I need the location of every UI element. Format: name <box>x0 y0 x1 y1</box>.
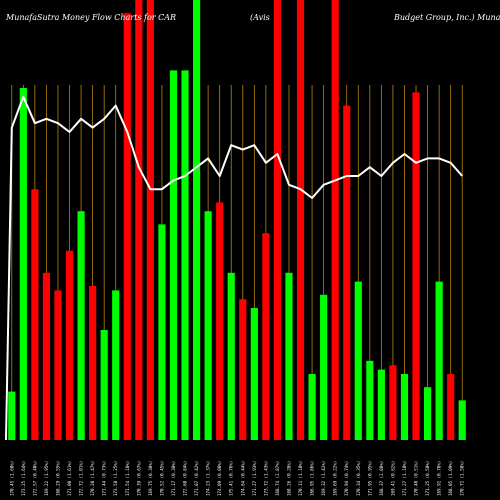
x-tick-label: 168.05 (1.09%) <box>448 461 453 496</box>
x-tick-label: 174.09 (0.08%) <box>217 461 222 496</box>
x-tick-label: 171.25 (0.50%) <box>425 461 430 496</box>
bar <box>343 105 351 440</box>
x-tick-label: 170.20 (1.47%) <box>90 461 95 496</box>
price-line-group <box>5 95 463 441</box>
x-tick-label: 170.94 (0.74%) <box>344 461 349 496</box>
x-tick-label: 172.72 (1.01%) <box>79 461 84 496</box>
x-tick-label: 169.75 (0.38%) <box>148 461 153 496</box>
x-tick-label: 171.44 (0.73%) <box>102 461 107 496</box>
x-tick-label: 171.95 (0.95%) <box>367 461 372 496</box>
x-tick-label: 170.45 (1.60%) <box>9 461 14 496</box>
bar <box>400 374 409 440</box>
bar <box>262 233 270 440</box>
x-tick-label: 168.26 (0.28%) <box>286 461 291 496</box>
bar <box>366 360 374 440</box>
x-tick-label: 171.54 (1.18%) <box>125 461 130 496</box>
bar <box>447 374 455 440</box>
bar <box>308 374 316 440</box>
x-tick-label: 169.91 (0.78%) <box>437 461 442 496</box>
bar <box>123 13 131 440</box>
x-tick-label: 170.39 (0.67%) <box>136 461 141 496</box>
bar <box>435 281 443 440</box>
bar <box>377 369 385 440</box>
x-tick-label: 171.17 (0.38%) <box>171 461 176 496</box>
bar <box>458 400 466 440</box>
x-tick-label: 170.40 (0.51%) <box>414 461 419 496</box>
bar <box>331 0 339 440</box>
bars <box>8 0 466 441</box>
bar <box>54 290 62 440</box>
bar <box>273 0 282 440</box>
bar <box>8 391 16 440</box>
x-tick-label: 173.72 (1.43%) <box>263 461 268 496</box>
x-tick-label: 170.52 (0.45%) <box>159 461 164 496</box>
bar <box>65 250 74 440</box>
x-tick-label: 170.71 (1.58%) <box>460 461 465 496</box>
price-line <box>5 95 463 441</box>
x-tick-label: 173.58 (1.25%) <box>113 461 118 496</box>
x-tick-label: 173.25 (1.64%) <box>21 461 26 496</box>
bar <box>296 0 305 440</box>
bar <box>169 70 178 441</box>
x-tick-label: 171.00 (1.61%) <box>67 461 72 496</box>
bar <box>146 0 154 440</box>
x-tick-label: 175.41 (0.76%) <box>229 461 234 496</box>
chart-title-mid: (Avis <box>250 13 270 22</box>
bar <box>100 330 108 440</box>
bar <box>250 308 258 440</box>
bar <box>320 294 328 440</box>
bar <box>285 272 293 440</box>
chart-title-right: Budget Group, Inc.) MunafaSutra.com <box>393 13 500 22</box>
x-tick-label: 168.74 (2.87%) <box>275 461 280 496</box>
x-tick-label: 174.23 (1.37%) <box>206 461 211 496</box>
bar <box>192 0 201 440</box>
bar <box>423 387 432 440</box>
bar <box>158 224 166 440</box>
bar <box>216 202 224 440</box>
bar <box>135 0 143 440</box>
x-tick-label: 171.87 (0.42%) <box>194 461 199 496</box>
x-tick-label: 168.29 (0.55%) <box>55 461 60 496</box>
x-tick-label: 171.27 (1.93%) <box>252 461 257 496</box>
x-tick-label: 169.22 (1.95%) <box>44 461 49 496</box>
x-tick-label: 169.41 (0.62%) <box>390 461 395 496</box>
x-tick-label: 170.11 (1.10%) <box>298 461 303 496</box>
tick-labels: 170.45 (1.60%) 173.25 (1.64%) 172.57 (0.40… <box>9 461 464 496</box>
x-tick-label: 172.57 (0.40%) <box>32 461 37 496</box>
bar <box>204 211 212 440</box>
chart-title-left: MunafaSutra Money Flow Charts for CAR <box>5 13 176 22</box>
bar <box>412 92 420 441</box>
x-tick-label: 166.95 (1.86%) <box>310 461 315 496</box>
bar <box>239 299 247 440</box>
x-tick-label: 174.64 (0.44%) <box>240 461 245 496</box>
x-tick-label: 169.32 (1.42%) <box>321 461 326 496</box>
bar <box>227 272 235 440</box>
x-tick-label: 171.27 (1.10%) <box>402 461 407 496</box>
bar <box>389 365 397 440</box>
bar <box>354 281 362 440</box>
x-tick-label: 172.60 (0.84%) <box>183 461 188 496</box>
bar <box>77 211 85 440</box>
bar <box>19 88 27 440</box>
x-tick-label: 168.37 (2.08%) <box>379 461 384 496</box>
x-tick-label: 170.34 (0.35%) <box>356 461 361 496</box>
bar <box>181 70 189 441</box>
x-tick-label: 169.69 (0.22%) <box>333 461 338 496</box>
bar <box>42 272 51 440</box>
bar <box>89 286 97 440</box>
bar <box>112 290 120 440</box>
bar <box>31 189 39 440</box>
